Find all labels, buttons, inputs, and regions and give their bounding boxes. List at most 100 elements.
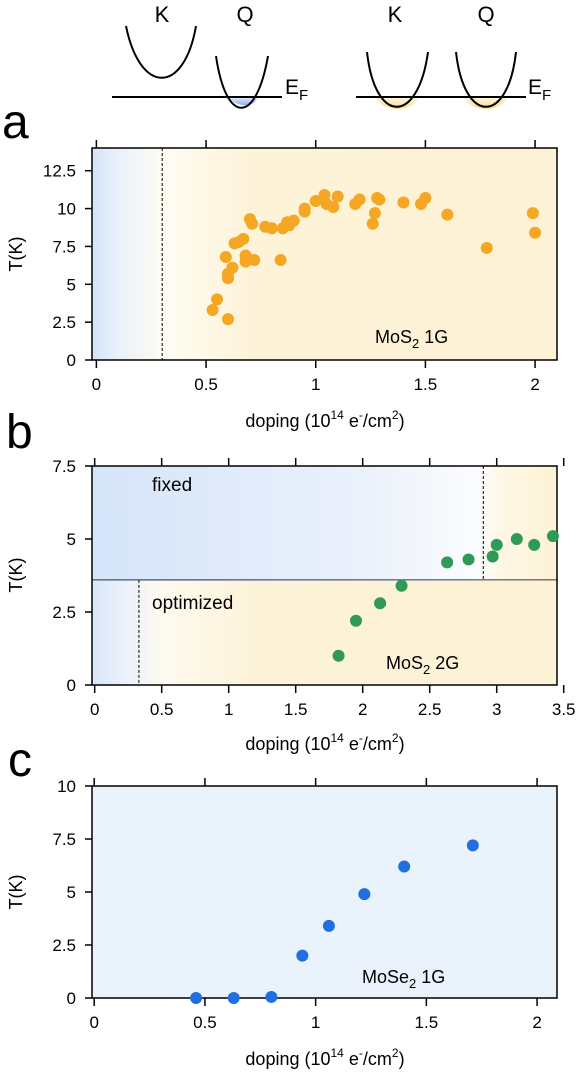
panel-b-label-fixed: fixed [152,475,192,496]
panel-a-data-point [419,191,432,204]
k-valley-left [125,25,197,79]
q-valley-left [215,55,269,109]
panel-b-xtick-label: 2 [358,700,367,719]
panel-a-data-point [526,207,539,220]
panel-a-data-point [480,241,493,254]
panel-a-data-point [274,254,287,267]
panel-a-data-point [366,217,379,230]
panel-c-ytick-label: 7.5 [52,830,76,849]
panel-a-ytick-label: 12.5 [43,162,76,181]
panel-a-ytick-label: 2.5 [52,313,76,332]
panel-c-data-point [265,990,278,1003]
panel-c-ylabel: T(K) [6,875,26,910]
panel-b-xtick-label: 0.5 [150,700,174,719]
panel-a-data-point [529,226,542,239]
panel-a-data-point [219,251,232,264]
panel-c-data-point [296,949,309,962]
panel-c-xtick-label: 0.5 [193,1013,217,1032]
panel-b-xtick-label: 3.5 [552,700,576,719]
panel-a-annotation: MoS2 1G [375,327,448,351]
q-valley-right [455,51,517,108]
schematic-right: K Q EF [356,2,551,109]
panel-b-points [332,530,559,662]
panel-a-xtick-label: 1.5 [414,375,438,394]
panel-a-ytick-label: 10 [57,200,76,219]
panel-b-ytick-label: 0 [67,676,76,695]
band-schematic: K Q EF K Q EF [112,2,551,109]
panel-c-points [190,839,479,1004]
fermi-label-left: EF [285,76,308,104]
panel-b-data-point [349,614,362,627]
panel-b-region-fixed [92,466,557,581]
panel-b-data-point [528,538,541,551]
panel-b-data-point [395,579,408,592]
panel-b-data-point [441,556,454,569]
panel-c-annotation: MoSe2 1G [362,967,445,991]
k-label-left: K [155,2,170,27]
panel-a-data-point [373,193,386,206]
panel-a-ylabel: T(K) [6,237,26,272]
panel-a-data-point [248,254,261,267]
k-label-right: K [388,2,403,27]
fermi-label-right: EF [528,76,551,104]
panel-c-xtick-label: 1.5 [415,1013,439,1032]
k-valley-right [366,51,429,108]
panel-a-points [206,188,542,326]
panel-b-xtick-label: 1 [224,700,233,719]
panel-b-data-point [486,550,499,563]
panel-c-data-point [322,919,335,932]
panel-a-ytick-label: 5 [67,275,76,294]
panel-a-frame [91,147,558,361]
panel-a-xtick-label: 0.5 [194,375,218,394]
panel-a-data-point [298,202,311,215]
panel-a-xtick-label: 0 [92,375,101,394]
panel-a-xtick-label: 2 [530,375,539,394]
panel-c-xtick-label: 1 [311,1013,320,1032]
panel-c-ytick-label: 5 [67,883,76,902]
panel-c-ytick-label: 0 [67,989,76,1008]
panel-c-axes: 0 0.5 1 1.5 2 0 2.5 5 7.5 10 [52,777,558,1032]
panel-b-xtick-label: 3 [492,700,501,719]
panel-b-data-point [546,530,559,543]
panel-a-data-point [331,190,344,203]
panel-a-data-point [368,207,381,220]
panel-a-ytick-label: 0 [67,351,76,370]
panel-a-data-point [226,261,239,274]
panel-b-xtick-label: 2.5 [418,700,442,719]
panel-a-ytick-label: 7.5 [52,237,76,256]
panel-a-data-point [441,208,454,221]
panel-a-data-point [353,193,366,206]
panel-c-xlabel: doping (1014 e-/cm2) [245,1046,404,1069]
panel-c-ytick-label: 10 [57,777,76,796]
panel-c-data-point [227,992,240,1004]
panel-c-ytick-label: 2.5 [52,936,76,955]
panel-label-a: a [2,96,29,149]
panel-c-xtick-label: 2 [532,1013,541,1032]
panel-a-background [92,148,557,360]
panel-a-data-point [287,214,300,227]
panel-b-ytick-label: 5 [67,530,76,549]
panel-c-background [92,786,557,998]
panel-b-xtick-label: 1.5 [284,700,308,719]
panel-b-ytick-label: 7.5 [52,457,76,476]
panel-b-ylabel: T(K) [6,558,26,593]
panel-a-data-point [397,196,410,209]
q-label-left: Q [236,2,253,27]
panel-c-data-point [190,992,203,1004]
panel-label-c: c [8,734,32,787]
panel-c: 0 0.5 1 1.5 2 0 2.5 5 7.5 10 MoSe2 1G T(K) doping… [6,777,558,1069]
panel-c-data-point [466,839,479,852]
panel-label-b: b [6,406,33,459]
q-label-right: Q [477,2,494,27]
panel-a-xtick-label: 1 [311,375,320,394]
panel-a-data-point [237,232,250,245]
panel-b-xlabel: doping (1014 e-/cm2) [245,731,404,754]
panel-a-data-point [206,304,219,317]
panel-c-data-point [358,888,371,901]
schematic-left: K Q EF [112,2,308,109]
panel-a-data-point [246,217,259,230]
panel-b-region-optimized [92,581,557,685]
panel-b: 0 0.5 1 1.5 2 2.5 3 3.5 0 2.5 5 7.5 fixed optimized… [6,457,576,754]
panel-a-axes: 0 0.5 1 1.5 2 0 2.5 5 7.5 10 12.5 [43,140,558,394]
